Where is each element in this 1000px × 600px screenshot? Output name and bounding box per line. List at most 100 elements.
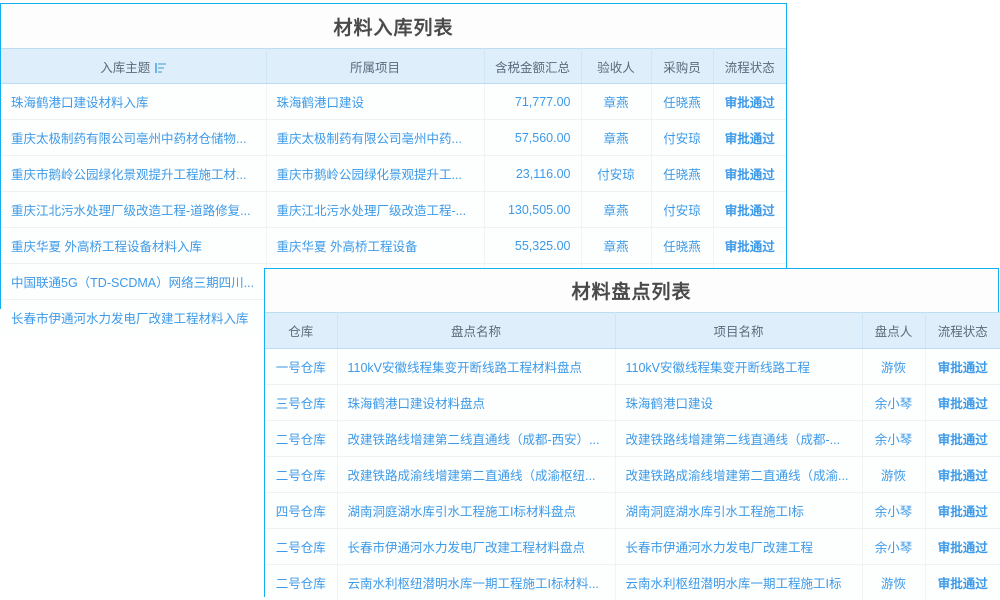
cell-purchaser[interactable]: 任晓燕 <box>651 155 714 192</box>
inbound-title-bar: 材料入库列表 <box>1 4 786 48</box>
cell-status: 审批通过 <box>925 420 1000 457</box>
cell-project-name[interactable]: 云南水利枢纽潜明水库一期工程施工I标 <box>615 564 863 600</box>
cell-purchaser[interactable]: 任晓燕 <box>651 227 714 264</box>
cell-warehouse[interactable]: 三号仓库 <box>265 384 338 421</box>
table-row[interactable]: 二号仓库 云南水利枢纽潜明水库一期工程施工I标材料... 云南水利枢纽潜明水库一… <box>265 564 1000 600</box>
cell-stocktake-name[interactable]: 改建铁路成渝线增建第二直通线（成渝枢纽... <box>337 456 616 493</box>
inbound-header-row: 入库主题 所属项目 含税金额汇总 验收人 采购员 流程状态 <box>1 48 786 84</box>
cell-amount: 71,777.00 <box>484 83 582 120</box>
column-header-person[interactable]: 盘点人 <box>862 312 926 349</box>
material-stocktake-panel: 材料盘点列表 仓库 盘点名称 项目名称 盘点人 流程状态 <box>264 268 1000 600</box>
stocktake-table: 仓库 盘点名称 项目名称 盘点人 流程状态 一号仓库 110kV安徽线程集变开断… <box>265 312 1000 600</box>
stocktake-table-host: 仓库 盘点名称 项目名称 盘点人 流程状态 一号仓库 110kV安徽线程集变开断… <box>265 312 1000 600</box>
cell-stocktake-name[interactable]: 云南水利枢纽潜明水库一期工程施工I标材料... <box>337 564 616 600</box>
cell-inspector[interactable]: 章燕 <box>581 191 652 228</box>
cell-amount: 23,116.00 <box>484 155 582 192</box>
table-row[interactable]: 三号仓库 珠海鹤港口建设材料盘点 珠海鹤港口建设 余小琴 审批通过 <box>265 384 1000 421</box>
cell-project[interactable]: 重庆太极制药有限公司亳州中药... <box>266 119 485 156</box>
cell-warehouse[interactable]: 一号仓库 <box>265 348 338 385</box>
table-row[interactable]: 珠海鹤港口建设材料入库 珠海鹤港口建设 71,777.00 章燕 任晓燕 审批通… <box>1 83 786 120</box>
table-row[interactable]: 重庆太极制药有限公司亳州中药材仓储物... 重庆太极制药有限公司亳州中药... … <box>1 119 786 156</box>
column-header-amount[interactable]: 含税金额汇总 <box>484 48 582 84</box>
cell-status: 审批通过 <box>713 155 786 192</box>
cell-purchaser[interactable]: 付安琼 <box>651 119 714 156</box>
cell-person[interactable]: 余小琴 <box>862 492 926 529</box>
column-header-inspector[interactable]: 验收人 <box>581 48 652 84</box>
cell-warehouse[interactable]: 二号仓库 <box>265 420 338 457</box>
table-row[interactable]: 一号仓库 110kV安徽线程集变开断线路工程材料盘点 110kV安徽线程集变开断… <box>265 348 1000 385</box>
column-header-subject[interactable]: 入库主题 <box>1 48 267 84</box>
cell-project-name[interactable]: 湖南洞庭湖水库引水工程施工I标 <box>615 492 863 529</box>
column-header-subject-label: 入库主题 <box>100 60 151 75</box>
cell-project-name[interactable]: 长春市伊通河水力发电厂改建工程 <box>615 528 863 565</box>
cell-project-name[interactable]: 改建铁路线增建第二线直通线（成都-... <box>615 420 863 457</box>
cell-inspector[interactable]: 章燕 <box>581 119 652 156</box>
cell-status: 审批通过 <box>713 83 786 120</box>
cell-stocktake-name[interactable]: 110kV安徽线程集变开断线路工程材料盘点 <box>337 348 616 385</box>
cell-stocktake-name[interactable]: 长春市伊通河水力发电厂改建工程材料盘点 <box>337 528 616 565</box>
cell-amount: 130,505.00 <box>484 191 582 228</box>
table-row[interactable]: 重庆华夏 外高桥工程设备材料入库 重庆华夏 外高桥工程设备 55,325.00 … <box>1 227 786 264</box>
cell-inspector[interactable]: 付安琼 <box>581 155 652 192</box>
cell-stocktake-name[interactable]: 珠海鹤港口建设材料盘点 <box>337 384 616 421</box>
cell-subject[interactable]: 重庆江北污水处理厂级改造工程-道路修复... <box>1 191 267 228</box>
cell-warehouse[interactable]: 二号仓库 <box>265 564 338 600</box>
table-row[interactable]: 二号仓库 长春市伊通河水力发电厂改建工程材料盘点 长春市伊通河水力发电厂改建工程… <box>265 528 1000 565</box>
cell-person[interactable]: 游恢 <box>862 564 926 600</box>
table-row[interactable]: 重庆市鹅岭公园绿化景观提升工程施工材... 重庆市鹅岭公园绿化景观提升工... … <box>1 155 786 192</box>
cell-inspector[interactable]: 章燕 <box>581 227 652 264</box>
cell-person[interactable]: 游恢 <box>862 348 926 385</box>
cell-subject[interactable]: 珠海鹤港口建设材料入库 <box>1 83 267 120</box>
cell-status: 审批通过 <box>925 492 1000 529</box>
cell-status: 审批通过 <box>713 191 786 228</box>
table-row[interactable]: 四号仓库 湖南洞庭湖水库引水工程施工I标材料盘点 湖南洞庭湖水库引水工程施工I标… <box>265 492 1000 529</box>
cell-person[interactable]: 游恢 <box>862 456 926 493</box>
cell-amount: 55,325.00 <box>484 227 582 264</box>
cell-status: 审批通过 <box>713 227 786 264</box>
table-row[interactable]: 重庆江北污水处理厂级改造工程-道路修复... 重庆江北污水处理厂级改造工程-..… <box>1 191 786 228</box>
cell-project[interactable]: 重庆市鹅岭公园绿化景观提升工... <box>266 155 485 192</box>
cell-project[interactable]: 重庆江北污水处理厂级改造工程-... <box>266 191 485 228</box>
cell-subject[interactable]: 长春市伊通河水力发电厂改建工程材料入库 <box>1 299 267 335</box>
cell-amount: 57,560.00 <box>484 119 582 156</box>
cell-warehouse[interactable]: 二号仓库 <box>265 528 338 565</box>
cell-project-name[interactable]: 珠海鹤港口建设 <box>615 384 863 421</box>
cell-subject[interactable]: 重庆市鹅岭公园绿化景观提升工程施工材... <box>1 155 267 192</box>
cell-subject[interactable]: 重庆华夏 外高桥工程设备材料入库 <box>1 227 267 264</box>
cell-subject[interactable]: 重庆太极制药有限公司亳州中药材仓储物... <box>1 119 267 156</box>
column-header-stocktake-name[interactable]: 盘点名称 <box>337 312 616 349</box>
column-header-project-name[interactable]: 项目名称 <box>615 312 863 349</box>
table-row[interactable]: 二号仓库 改建铁路成渝线增建第二直通线（成渝枢纽... 改建铁路成渝线增建第二直… <box>265 456 1000 493</box>
column-header-status[interactable]: 流程状态 <box>713 48 786 84</box>
cell-status: 审批通过 <box>925 564 1000 600</box>
cell-status: 审批通过 <box>925 528 1000 565</box>
column-header-project[interactable]: 所属项目 <box>266 48 485 84</box>
column-header-warehouse[interactable]: 仓库 <box>265 312 338 349</box>
cell-stocktake-name[interactable]: 改建铁路线增建第二线直通线（成都-西安）... <box>337 420 616 457</box>
cell-status: 审批通过 <box>925 384 1000 421</box>
table-row[interactable]: 二号仓库 改建铁路线增建第二线直通线（成都-西安）... 改建铁路线增建第二线直… <box>265 420 1000 457</box>
stocktake-header-row: 仓库 盘点名称 项目名称 盘点人 流程状态 <box>265 312 1000 349</box>
cell-project[interactable]: 重庆华夏 外高桥工程设备 <box>266 227 485 264</box>
cell-purchaser[interactable]: 任晓燕 <box>651 83 714 120</box>
cell-person[interactable]: 余小琴 <box>862 420 926 457</box>
cell-subject[interactable]: 中国联通5G（TD-SCDMA）网络三期四川... <box>1 263 267 300</box>
cell-warehouse[interactable]: 四号仓库 <box>265 492 338 529</box>
cell-inspector[interactable]: 章燕 <box>581 83 652 120</box>
cell-purchaser[interactable]: 付安琼 <box>651 191 714 228</box>
cell-warehouse[interactable]: 二号仓库 <box>265 456 338 493</box>
material-inbound-panel: 材料入库列表 入库主题 所属项目 <box>0 3 787 335</box>
cell-project-name[interactable]: 改建铁路成渝线增建第二直通线（成渝... <box>615 456 863 493</box>
cell-person[interactable]: 余小琴 <box>862 384 926 421</box>
cell-status: 审批通过 <box>925 348 1000 385</box>
cell-project-name[interactable]: 110kV安徽线程集变开断线路工程 <box>615 348 863 385</box>
cell-status: 审批通过 <box>925 456 1000 493</box>
column-header-purchaser[interactable]: 采购员 <box>651 48 714 84</box>
column-header-status[interactable]: 流程状态 <box>925 312 1000 349</box>
cell-stocktake-name[interactable]: 湖南洞庭湖水库引水工程施工I标材料盘点 <box>337 492 616 529</box>
cell-status: 审批通过 <box>713 119 786 156</box>
sort-icon[interactable] <box>155 62 167 73</box>
cell-project[interactable]: 珠海鹤港口建设 <box>266 83 485 120</box>
cell-person[interactable]: 余小琴 <box>862 528 926 565</box>
